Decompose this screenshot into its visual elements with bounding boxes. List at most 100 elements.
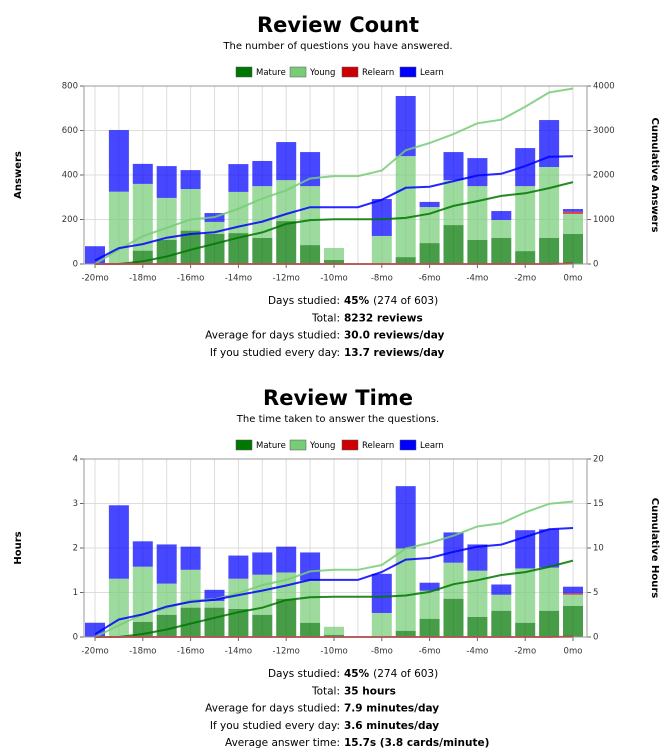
y2-tick-label: 1000 xyxy=(593,215,615,225)
y-tick-label: 2 xyxy=(73,544,78,554)
bar xyxy=(180,546,201,570)
x-tick-label: -12mo xyxy=(273,274,300,284)
stat-value: 3.6 minutes/day xyxy=(344,720,439,732)
bar xyxy=(156,239,177,264)
bar xyxy=(276,546,297,573)
bar xyxy=(252,552,273,575)
bar xyxy=(180,170,201,190)
y2-tick-label: 3000 xyxy=(593,126,615,136)
legend-swatch xyxy=(235,439,253,451)
bar xyxy=(300,552,321,581)
bar xyxy=(563,605,583,637)
bar xyxy=(515,568,536,623)
x-tick-label: -8mo xyxy=(371,274,393,284)
y2-tick-label: 15 xyxy=(593,499,604,509)
bar xyxy=(180,607,201,637)
y2-tick-label: 0 xyxy=(593,633,598,643)
cumulative-line xyxy=(94,87,574,265)
bar xyxy=(300,622,321,637)
y2-tick-label: 0 xyxy=(593,260,598,270)
stat-value-bold: 45% xyxy=(344,295,370,307)
bar xyxy=(371,235,392,264)
bar xyxy=(443,152,464,181)
legend-swatch xyxy=(289,439,307,451)
plot-border xyxy=(83,85,588,265)
bar xyxy=(563,594,583,606)
legend-label: Young xyxy=(309,441,335,451)
bar xyxy=(443,598,464,637)
stat-label: Total: xyxy=(311,312,340,324)
bar xyxy=(300,186,321,246)
bar xyxy=(228,608,249,637)
bar xyxy=(252,160,273,187)
stat-value: 8232 reviews xyxy=(344,312,423,324)
y-axis-title: Hours xyxy=(13,531,24,564)
legend-swatch xyxy=(399,66,417,78)
stat-value-bold: 8232 reviews xyxy=(344,312,423,324)
y-tick-label: 600 xyxy=(62,126,78,136)
y2-tick-label: 4000 xyxy=(593,82,615,92)
bar xyxy=(395,486,416,549)
bar xyxy=(85,246,105,264)
x-tick-label: -20mo xyxy=(81,274,108,284)
x-tick-label: -14mo xyxy=(225,647,252,657)
stat-value: 35 hours xyxy=(344,685,396,697)
bar xyxy=(324,247,344,260)
legend-label: Learn xyxy=(420,68,444,78)
stat-value-bold: 15.7s (3.8 cards/minute) xyxy=(344,737,489,749)
x-tick-label: -6mo xyxy=(419,274,441,284)
bar xyxy=(395,257,416,264)
legend-label: Relearn xyxy=(362,441,394,451)
bar xyxy=(467,544,488,571)
bar xyxy=(156,614,177,637)
stat-label: Total: xyxy=(311,685,340,697)
stat-label: Days studied: xyxy=(268,668,340,680)
y-tick-label: 3 xyxy=(73,499,78,509)
bar xyxy=(563,211,583,214)
bar xyxy=(156,166,177,198)
stat-value-bold: 13.7 reviews/day xyxy=(344,347,444,359)
bar xyxy=(108,505,129,579)
bar xyxy=(156,544,177,584)
bar xyxy=(324,626,344,635)
bar xyxy=(180,569,201,608)
y-tick-label: 0 xyxy=(73,260,78,270)
bar xyxy=(395,630,416,637)
x-tick-label: -20mo xyxy=(81,647,108,657)
bar xyxy=(467,616,488,637)
chart-subtitle: The time taken to answer the questions. xyxy=(236,414,439,425)
bar xyxy=(276,142,297,181)
y2-tick-label: 10 xyxy=(593,544,604,554)
bar xyxy=(563,213,583,234)
stat-value-bold: 30.0 reviews/day xyxy=(344,330,444,342)
bar xyxy=(467,239,488,264)
legend-label: Relearn xyxy=(362,68,394,78)
bar xyxy=(491,237,512,264)
x-tick-label: -16mo xyxy=(177,647,204,657)
y2-tick-label: 20 xyxy=(593,455,604,465)
cumulative-line xyxy=(95,559,574,638)
stat-value: 45% (274 of 603) xyxy=(344,295,438,307)
legend-label: Learn xyxy=(420,441,444,451)
bar xyxy=(563,233,583,264)
stat-value-bold: 3.6 minutes/day xyxy=(344,720,439,732)
bar xyxy=(491,219,512,238)
legend-swatch xyxy=(399,439,417,451)
y-tick-label: 800 xyxy=(62,82,78,92)
bar xyxy=(252,186,273,238)
y2-tick-label: 5 xyxy=(593,588,598,598)
bar xyxy=(515,251,536,264)
bar xyxy=(180,230,201,264)
bar xyxy=(228,191,249,234)
bar xyxy=(515,530,536,569)
legend-swatch xyxy=(341,439,359,451)
bar xyxy=(276,180,297,222)
bar xyxy=(228,164,249,192)
cumulative-line xyxy=(94,527,574,636)
bar xyxy=(419,590,440,619)
bar xyxy=(276,598,297,637)
y2-axis-title: Cumulative Answers xyxy=(649,118,660,233)
x-tick-label: -10mo xyxy=(320,647,347,657)
bar xyxy=(467,570,488,617)
bar xyxy=(419,618,440,637)
